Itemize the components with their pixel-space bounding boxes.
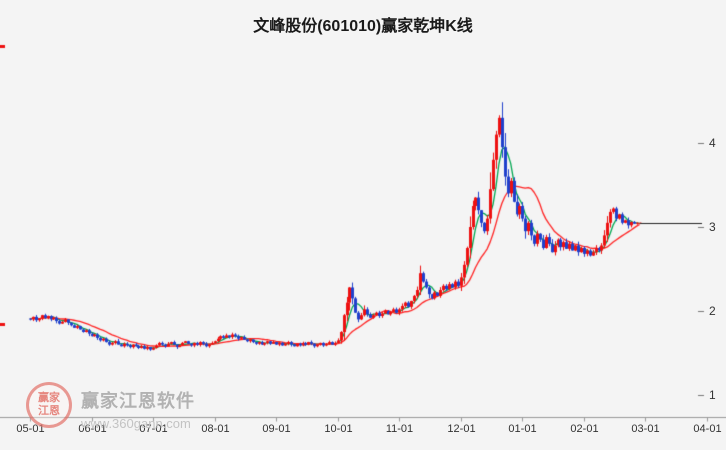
kline-chart-canvas[interactable] [0,0,726,450]
kline-window: 文峰股份(601010)赢家乾坤K线 05-01 06-01 07-01 08-01 0… [0,0,726,450]
